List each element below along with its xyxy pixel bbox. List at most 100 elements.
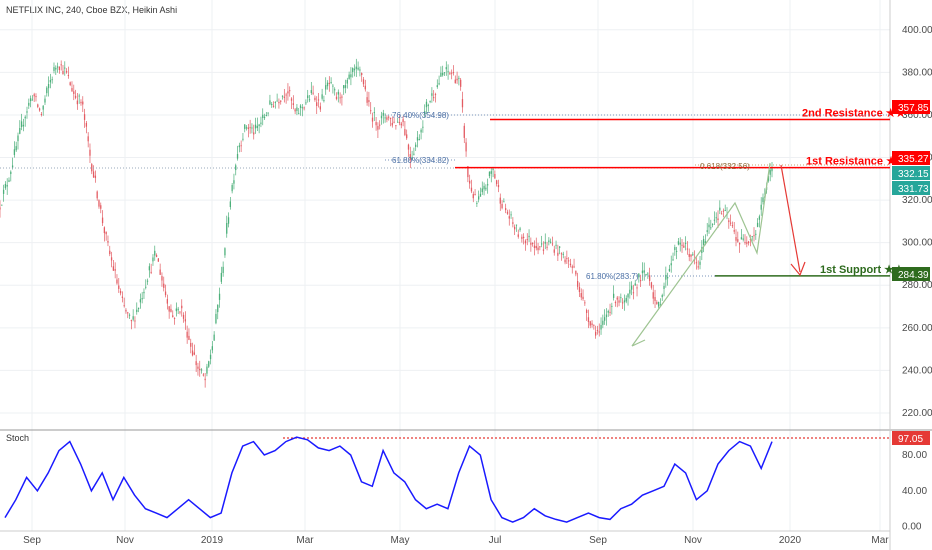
candle-body	[73, 91, 75, 94]
candle-body	[263, 116, 266, 119]
candle-body	[539, 246, 541, 248]
candle-body	[582, 296, 584, 300]
candle-body	[474, 194, 476, 196]
candle-body	[467, 166, 469, 178]
candle-body	[245, 127, 248, 129]
candle-body	[258, 124, 260, 127]
candle-body	[481, 188, 483, 193]
candle-body	[159, 269, 161, 275]
candle-body	[510, 214, 512, 216]
candle-body	[380, 115, 383, 119]
candle-body	[199, 368, 201, 371]
abc-pattern-lines	[631, 162, 771, 347]
candle-body	[341, 96, 343, 98]
candle-body	[398, 122, 401, 124]
candle-body	[573, 266, 575, 268]
candle-body	[440, 72, 442, 77]
candle-body	[674, 247, 676, 251]
candle-body	[397, 121, 399, 123]
candle-body	[204, 378, 206, 381]
candle-body	[71, 88, 73, 92]
candle-body	[172, 315, 174, 318]
candle-body	[715, 217, 717, 219]
candle-body	[648, 275, 651, 281]
stoch-label: Stoch	[6, 433, 29, 443]
candle-body	[740, 237, 743, 240]
candle-body	[501, 203, 503, 209]
candle-body	[470, 187, 473, 192]
candle-body	[424, 111, 426, 116]
fib-label-618-lower: 61.80%(283.7)	[586, 272, 639, 281]
candle-body	[589, 321, 591, 326]
candle-body	[746, 242, 748, 244]
candle-body	[614, 302, 617, 304]
candle-body	[722, 210, 725, 212]
candle-body	[688, 253, 690, 257]
candle-body	[233, 180, 235, 184]
candle-body	[226, 223, 228, 234]
candle-body	[411, 157, 413, 159]
abc-pattern-lines-lower	[631, 339, 646, 347]
candle-body	[238, 145, 240, 148]
candle-body	[458, 77, 460, 79]
candle-body	[56, 66, 59, 68]
candle-body	[454, 79, 456, 84]
candle-body	[1, 204, 3, 206]
time-tick-label: 2020	[779, 535, 802, 546]
candle-body	[371, 117, 374, 122]
candle-body	[494, 174, 496, 179]
candle-body	[659, 304, 662, 306]
candle-body	[8, 180, 10, 182]
candle-body	[37, 104, 39, 107]
candle-body	[600, 324, 602, 330]
candle-body	[20, 121, 23, 128]
candle-body	[262, 114, 264, 118]
candle-body	[150, 271, 152, 273]
time-tick-label: Nov	[684, 535, 702, 546]
price-tick-label: 320.00	[902, 195, 932, 206]
candle-body	[753, 235, 755, 237]
candle-body	[668, 268, 671, 272]
candle-body	[352, 68, 354, 72]
candle-body	[720, 213, 723, 215]
candle-body	[657, 301, 660, 307]
candle-body	[620, 297, 622, 299]
candle-body	[630, 285, 633, 290]
candle-body	[289, 90, 291, 92]
stoch-tick-label: 80.00	[902, 450, 927, 461]
candle-body	[42, 105, 44, 110]
candle-body	[542, 249, 545, 251]
candle-body	[344, 85, 347, 88]
candle-body	[170, 308, 172, 312]
candle-body	[505, 208, 507, 211]
time-tick-label: 2019	[201, 535, 224, 546]
candle-body	[738, 242, 741, 245]
candle-body	[603, 317, 606, 321]
candle-body	[591, 323, 593, 326]
candle-body	[51, 79, 53, 81]
candle-body	[251, 127, 253, 129]
candle-body	[526, 239, 528, 241]
candle-body	[44, 98, 46, 103]
candle-body	[762, 197, 764, 203]
candle-body	[632, 292, 635, 294]
candle-body	[769, 170, 771, 175]
candle-body	[575, 270, 577, 275]
candle-body	[639, 280, 642, 282]
candle-body	[564, 259, 566, 263]
candle-body	[328, 82, 330, 84]
price-tick-label: 280.00	[902, 280, 932, 291]
candle-body	[389, 118, 392, 120]
candle-body	[334, 89, 336, 91]
candle-body	[571, 266, 573, 268]
candle-body	[636, 287, 638, 289]
candle-body	[298, 113, 300, 115]
time-tick-label: Mar	[871, 535, 889, 546]
candle-body	[461, 99, 464, 108]
candle-body	[555, 244, 557, 246]
candle-body	[65, 71, 68, 73]
candle-body	[222, 266, 224, 274]
candle-body	[578, 286, 581, 293]
candle-body	[11, 165, 14, 168]
